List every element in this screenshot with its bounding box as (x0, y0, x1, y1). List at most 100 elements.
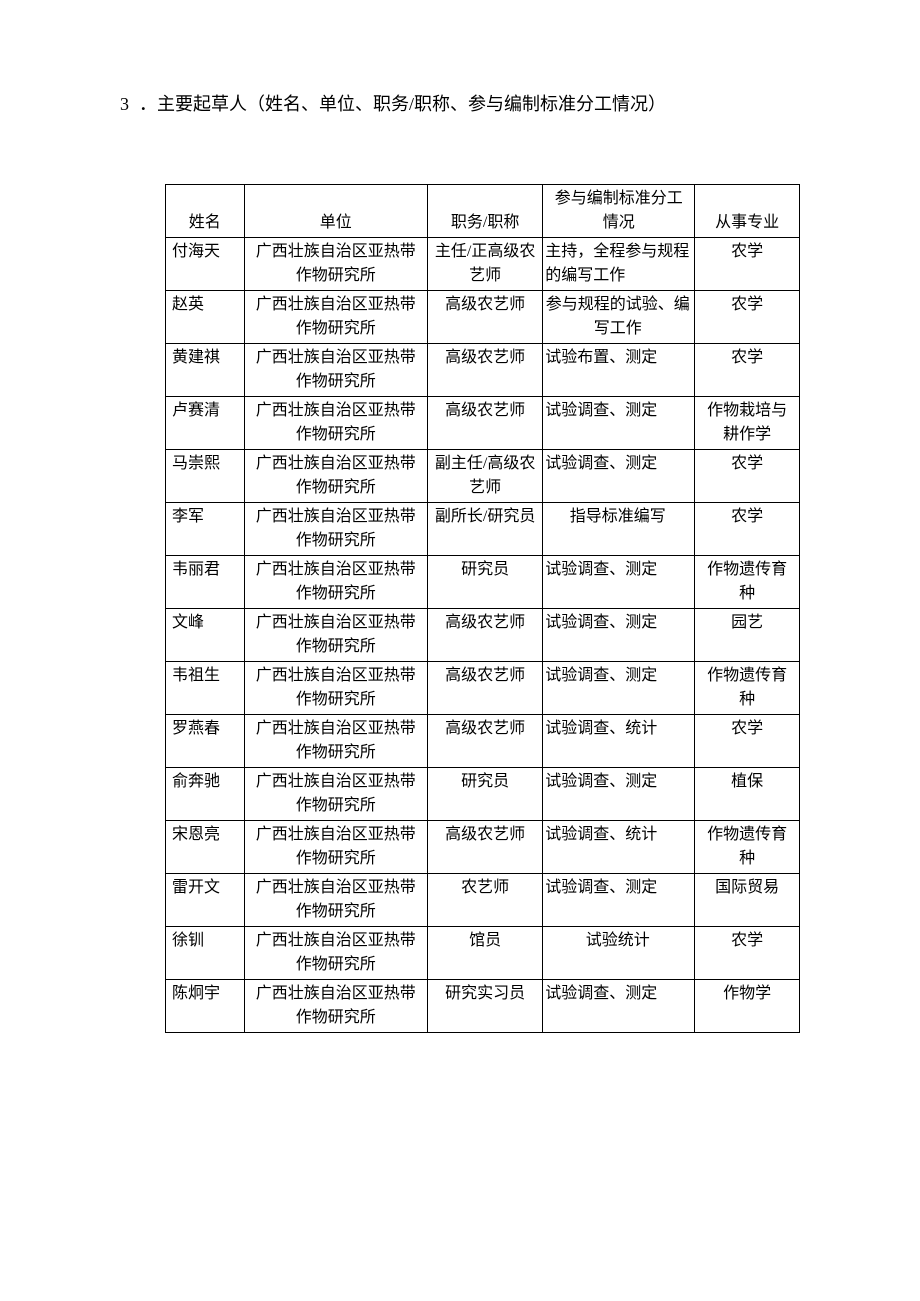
cell-role: 试验调查、测定 (543, 767, 695, 820)
cell-title: 高级农艺师 (427, 396, 542, 449)
drafters-table: 姓名 单位 职务/职称 参与编制标准分工情况 从事专业 付海天广西壮族自治区亚热… (165, 184, 800, 1033)
cell-major: 农学 (695, 237, 800, 290)
cell-role: 试验调查、统计 (543, 714, 695, 767)
cell-role: 试验调查、测定 (543, 608, 695, 661)
cell-title: 高级农艺师 (427, 661, 542, 714)
table-row: 李军广西壮族自治区亚热带作物研究所副所长/研究员指导标准编写农学 (166, 502, 800, 555)
cell-major: 农学 (695, 502, 800, 555)
cell-major: 国际贸易 (695, 873, 800, 926)
cell-title: 高级农艺师 (427, 343, 542, 396)
cell-unit: 广西壮族自治区亚热带作物研究所 (244, 396, 427, 449)
heading-number: 3 (120, 94, 129, 114)
cell-title: 研究实习员 (427, 979, 542, 1032)
table-row: 罗燕春广西壮族自治区亚热带作物研究所高级农艺师试验调查、统计农学 (166, 714, 800, 767)
cell-title: 高级农艺师 (427, 714, 542, 767)
cell-role: 试验调查、测定 (543, 555, 695, 608)
cell-unit: 广西壮族自治区亚热带作物研究所 (244, 502, 427, 555)
cell-name: 文峰 (166, 608, 245, 661)
cell-major: 作物学 (695, 979, 800, 1032)
cell-major: 农学 (695, 449, 800, 502)
cell-major: 植保 (695, 767, 800, 820)
section-heading: 3 ．主要起草人（姓名、单位、职务/职称、参与编制标准分工情况） (120, 90, 800, 119)
cell-major: 农学 (695, 714, 800, 767)
cell-name: 徐钏 (166, 926, 245, 979)
cell-unit: 广西壮族自治区亚热带作物研究所 (244, 714, 427, 767)
col-header-title: 职务/职称 (427, 184, 542, 237)
table-row: 黄建祺广西壮族自治区亚热带作物研究所高级农艺师试验布置、测定农学 (166, 343, 800, 396)
cell-name: 宋恩亮 (166, 820, 245, 873)
cell-name: 李军 (166, 502, 245, 555)
cell-name: 罗燕春 (166, 714, 245, 767)
heading-text: ．主要起草人（姓名、单位、职务/职称、参与编制标准分工情况） (139, 94, 666, 114)
cell-title: 研究员 (427, 767, 542, 820)
cell-unit: 广西壮族自治区亚热带作物研究所 (244, 926, 427, 979)
cell-title: 高级农艺师 (427, 290, 542, 343)
table-row: 俞奔驰广西壮族自治区亚热带作物研究所研究员试验调查、测定植保 (166, 767, 800, 820)
cell-major: 作物遗传育种 (695, 820, 800, 873)
table-header-row: 姓名 单位 职务/职称 参与编制标准分工情况 从事专业 (166, 184, 800, 237)
cell-major: 农学 (695, 926, 800, 979)
cell-name: 黄建祺 (166, 343, 245, 396)
cell-unit: 广西壮族自治区亚热带作物研究所 (244, 608, 427, 661)
cell-name: 韦祖生 (166, 661, 245, 714)
cell-major: 作物遗传育种 (695, 555, 800, 608)
col-header-role: 参与编制标准分工情况 (543, 184, 695, 237)
cell-title: 副所长/研究员 (427, 502, 542, 555)
table-row: 陈炯宇广西壮族自治区亚热带作物研究所研究实习员试验调查、测定作物学 (166, 979, 800, 1032)
table-row: 韦祖生广西壮族自治区亚热带作物研究所高级农艺师试验调查、测定作物遗传育种 (166, 661, 800, 714)
table-row: 赵英广西壮族自治区亚热带作物研究所高级农艺师参与规程的试验、编写工作农学 (166, 290, 800, 343)
table-row: 文峰广西壮族自治区亚热带作物研究所高级农艺师试验调查、测定园艺 (166, 608, 800, 661)
cell-title: 主任/正高级农艺师 (427, 237, 542, 290)
table-row: 韦丽君广西壮族自治区亚热带作物研究所研究员试验调查、测定作物遗传育种 (166, 555, 800, 608)
cell-role: 主持，全程参与规程的编写工作 (543, 237, 695, 290)
cell-unit: 广西壮族自治区亚热带作物研究所 (244, 661, 427, 714)
cell-unit: 广西壮族自治区亚热带作物研究所 (244, 237, 427, 290)
table-row: 付海天广西壮族自治区亚热带作物研究所主任/正高级农艺师主持，全程参与规程的编写工… (166, 237, 800, 290)
cell-title: 副主任/高级农艺师 (427, 449, 542, 502)
cell-unit: 广西壮族自治区亚热带作物研究所 (244, 767, 427, 820)
cell-role: 指导标准编写 (543, 502, 695, 555)
cell-name: 马崇熙 (166, 449, 245, 502)
cell-name: 付海天 (166, 237, 245, 290)
cell-major: 农学 (695, 343, 800, 396)
col-header-name: 姓名 (166, 184, 245, 237)
cell-role: 试验调查、测定 (543, 979, 695, 1032)
col-header-major: 从事专业 (695, 184, 800, 237)
cell-unit: 广西壮族自治区亚热带作物研究所 (244, 555, 427, 608)
cell-major: 农学 (695, 290, 800, 343)
cell-major: 作物栽培与耕作学 (695, 396, 800, 449)
cell-name: 韦丽君 (166, 555, 245, 608)
table-row: 徐钏广西壮族自治区亚热带作物研究所馆员试验统计农学 (166, 926, 800, 979)
cell-unit: 广西壮族自治区亚热带作物研究所 (244, 449, 427, 502)
cell-role: 试验调查、测定 (543, 449, 695, 502)
cell-unit: 广西壮族自治区亚热带作物研究所 (244, 343, 427, 396)
cell-role: 试验调查、测定 (543, 873, 695, 926)
cell-title: 馆员 (427, 926, 542, 979)
cell-unit: 广西壮族自治区亚热带作物研究所 (244, 290, 427, 343)
cell-unit: 广西壮族自治区亚热带作物研究所 (244, 979, 427, 1032)
col-header-unit: 单位 (244, 184, 427, 237)
cell-role: 试验布置、测定 (543, 343, 695, 396)
cell-name: 陈炯宇 (166, 979, 245, 1032)
cell-unit: 广西壮族自治区亚热带作物研究所 (244, 820, 427, 873)
cell-name: 雷开文 (166, 873, 245, 926)
cell-role: 试验调查、测定 (543, 396, 695, 449)
cell-name: 俞奔驰 (166, 767, 245, 820)
table-row: 宋恩亮广西壮族自治区亚热带作物研究所高级农艺师试验调查、统计作物遗传育种 (166, 820, 800, 873)
cell-role: 试验调查、测定 (543, 661, 695, 714)
table-row: 马崇熙广西壮族自治区亚热带作物研究所副主任/高级农艺师试验调查、测定农学 (166, 449, 800, 502)
cell-role: 试验调查、统计 (543, 820, 695, 873)
cell-major: 园艺 (695, 608, 800, 661)
table-row: 卢赛清广西壮族自治区亚热带作物研究所高级农艺师试验调查、测定作物栽培与耕作学 (166, 396, 800, 449)
cell-role: 参与规程的试验、编写工作 (543, 290, 695, 343)
cell-title: 高级农艺师 (427, 820, 542, 873)
cell-title: 农艺师 (427, 873, 542, 926)
cell-name: 卢赛清 (166, 396, 245, 449)
table-row: 雷开文广西壮族自治区亚热带作物研究所农艺师试验调查、测定国际贸易 (166, 873, 800, 926)
cell-role: 试验统计 (543, 926, 695, 979)
cell-major: 作物遗传育种 (695, 661, 800, 714)
cell-name: 赵英 (166, 290, 245, 343)
cell-title: 高级农艺师 (427, 608, 542, 661)
cell-unit: 广西壮族自治区亚热带作物研究所 (244, 873, 427, 926)
cell-title: 研究员 (427, 555, 542, 608)
